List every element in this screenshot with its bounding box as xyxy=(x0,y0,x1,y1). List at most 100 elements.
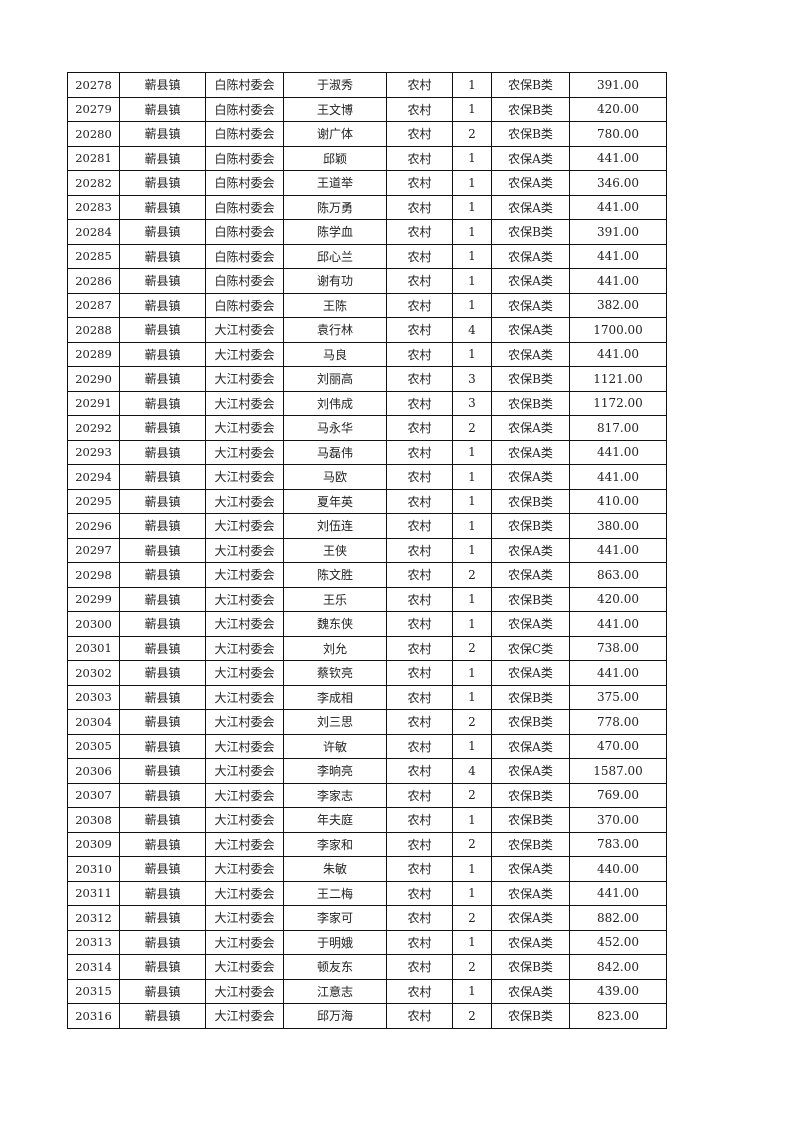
insurance-category-cell: 农保B类 xyxy=(491,366,570,392)
insurance-category-cell: 农保A类 xyxy=(491,243,570,269)
person-name-cell: 李家和 xyxy=(283,831,387,857)
household-count-cell: 2 xyxy=(452,709,492,735)
area-type-cell: 农村 xyxy=(386,513,453,539)
town-cell: 蕲县镇 xyxy=(119,905,206,931)
village-committee-cell: 大江村委会 xyxy=(205,537,284,563)
table-row: 20291 蕲县镇 大江村委会 刘伟成 农村 3 农保B类 1172.00 xyxy=(67,390,667,416)
area-type-cell: 农村 xyxy=(386,439,453,465)
insurance-category-cell: 农保A类 xyxy=(491,929,570,955)
table-row: 20312 蕲县镇 大江村委会 李家可 农村 2 农保A类 882.00 xyxy=(67,905,667,931)
area-type-cell: 农村 xyxy=(386,96,453,122)
area-type-cell: 农村 xyxy=(386,660,453,686)
person-name-cell: 刘三思 xyxy=(283,709,387,735)
insurance-category-cell: 农保B类 xyxy=(491,709,570,735)
table-row: 20284 蕲县镇 白陈村委会 陈学血 农村 1 农保B类 391.00 xyxy=(67,219,667,245)
village-committee-cell: 大江村委会 xyxy=(205,611,284,637)
amount-cell: 439.00 xyxy=(569,978,667,1004)
household-count-cell: 4 xyxy=(452,758,492,784)
household-count-cell: 2 xyxy=(452,415,492,441)
village-committee-cell: 白陈村委会 xyxy=(205,145,284,171)
amount-cell: 780.00 xyxy=(569,121,667,147)
amount-cell: 441.00 xyxy=(569,464,667,490)
person-name-cell: 顿友东 xyxy=(283,954,387,980)
area-type-cell: 农村 xyxy=(386,709,453,735)
amount-cell: 441.00 xyxy=(569,660,667,686)
table-row: 20307 蕲县镇 大江村委会 李家志 农村 2 农保B类 769.00 xyxy=(67,782,667,808)
insurance-category-cell: 农保A类 xyxy=(491,611,570,637)
amount-cell: 382.00 xyxy=(569,292,667,318)
table-row: 20300 蕲县镇 大江村委会 魏东侠 农村 1 农保A类 441.00 xyxy=(67,611,667,637)
household-count-cell: 1 xyxy=(452,537,492,563)
table-row: 20313 蕲县镇 大江村委会 于明娥 农村 1 农保A类 452.00 xyxy=(67,929,667,955)
amount-cell: 441.00 xyxy=(569,268,667,294)
household-count-cell: 1 xyxy=(452,145,492,171)
household-count-cell: 1 xyxy=(452,733,492,759)
area-type-cell: 农村 xyxy=(386,856,453,882)
table-row: 20287 蕲县镇 白陈村委会 王陈 农村 1 农保A类 382.00 xyxy=(67,292,667,318)
town-cell: 蕲县镇 xyxy=(119,954,206,980)
area-type-cell: 农村 xyxy=(386,194,453,220)
village-committee-cell: 大江村委会 xyxy=(205,684,284,710)
area-type-cell: 农村 xyxy=(386,831,453,857)
record-id-cell: 20291 xyxy=(67,390,120,416)
household-count-cell: 2 xyxy=(452,635,492,661)
table-row: 20295 蕲县镇 大江村委会 夏年英 农村 1 农保B类 410.00 xyxy=(67,488,667,514)
person-name-cell: 陈学血 xyxy=(283,219,387,245)
person-name-cell: 刘伍连 xyxy=(283,513,387,539)
town-cell: 蕲县镇 xyxy=(119,341,206,367)
town-cell: 蕲县镇 xyxy=(119,170,206,196)
insurance-category-cell: 农保B类 xyxy=(491,488,570,514)
area-type-cell: 农村 xyxy=(386,537,453,563)
amount-cell: 346.00 xyxy=(569,170,667,196)
household-count-cell: 1 xyxy=(452,72,492,98)
household-count-cell: 1 xyxy=(452,880,492,906)
amount-cell: 441.00 xyxy=(569,341,667,367)
area-type-cell: 农村 xyxy=(386,1003,453,1029)
village-committee-cell: 白陈村委会 xyxy=(205,170,284,196)
town-cell: 蕲县镇 xyxy=(119,72,206,98)
village-committee-cell: 大江村委会 xyxy=(205,709,284,735)
town-cell: 蕲县镇 xyxy=(119,586,206,612)
area-type-cell: 农村 xyxy=(386,684,453,710)
town-cell: 蕲县镇 xyxy=(119,268,206,294)
household-count-cell: 1 xyxy=(452,292,492,318)
amount-cell: 778.00 xyxy=(569,709,667,735)
person-name-cell: 刘允 xyxy=(283,635,387,661)
insurance-category-cell: 农保A类 xyxy=(491,562,570,588)
record-id-cell: 20306 xyxy=(67,758,120,784)
town-cell: 蕲县镇 xyxy=(119,758,206,784)
insurance-category-cell: 农保A类 xyxy=(491,880,570,906)
amount-cell: 441.00 xyxy=(569,439,667,465)
insurance-category-cell: 农保B类 xyxy=(491,96,570,122)
amount-cell: 441.00 xyxy=(569,611,667,637)
table-row: 20299 蕲县镇 大江村委会 王乐 农村 1 农保B类 420.00 xyxy=(67,586,667,612)
village-committee-cell: 白陈村委会 xyxy=(205,194,284,220)
table-row: 20310 蕲县镇 大江村委会 朱敏 农村 1 农保A类 440.00 xyxy=(67,856,667,882)
amount-cell: 1121.00 xyxy=(569,366,667,392)
household-count-cell: 1 xyxy=(452,488,492,514)
table-row: 20304 蕲县镇 大江村委会 刘三思 农村 2 农保B类 778.00 xyxy=(67,709,667,735)
insurance-category-cell: 农保A类 xyxy=(491,733,570,759)
table-row: 20303 蕲县镇 大江村委会 李成相 农村 1 农保B类 375.00 xyxy=(67,684,667,710)
village-committee-cell: 大江村委会 xyxy=(205,415,284,441)
record-id-cell: 20311 xyxy=(67,880,120,906)
record-id-cell: 20288 xyxy=(67,317,120,343)
amount-cell: 391.00 xyxy=(569,72,667,98)
area-type-cell: 农村 xyxy=(386,72,453,98)
record-id-cell: 20282 xyxy=(67,170,120,196)
amount-cell: 470.00 xyxy=(569,733,667,759)
table-body: 20278 蕲县镇 白陈村委会 于淑秀 农村 1 农保B类 391.00 20279 蕲县镇 白陈村… xyxy=(67,72,667,1029)
insurance-category-cell: 农保A类 xyxy=(491,978,570,1004)
record-id-cell: 20303 xyxy=(67,684,120,710)
household-count-cell: 1 xyxy=(452,684,492,710)
amount-cell: 420.00 xyxy=(569,96,667,122)
person-name-cell: 于淑秀 xyxy=(283,72,387,98)
village-committee-cell: 白陈村委会 xyxy=(205,72,284,98)
record-id-cell: 20304 xyxy=(67,709,120,735)
person-name-cell: 王道举 xyxy=(283,170,387,196)
household-count-cell: 2 xyxy=(452,954,492,980)
record-id-cell: 20297 xyxy=(67,537,120,563)
table-row: 20314 蕲县镇 大江村委会 顿友东 农村 2 农保B类 842.00 xyxy=(67,954,667,980)
person-name-cell: 许敏 xyxy=(283,733,387,759)
household-count-cell: 1 xyxy=(452,807,492,833)
